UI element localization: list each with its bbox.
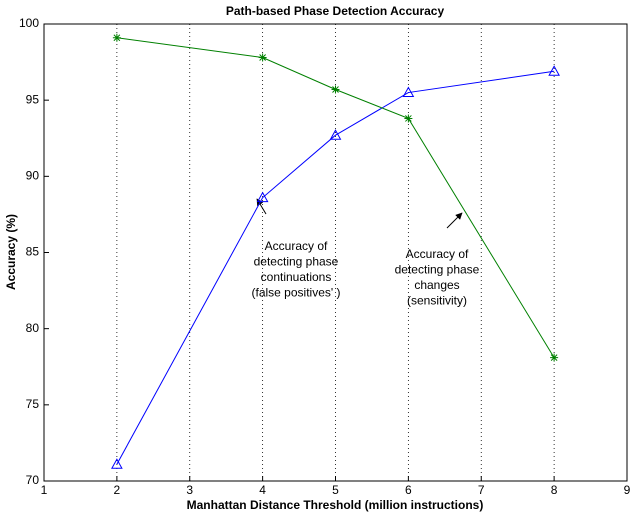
y-tick-label: 70 (26, 473, 40, 487)
x-tick-label: 7 (478, 483, 485, 497)
x-tick-label: 2 (114, 483, 121, 497)
annotation-arrow (446, 212, 463, 229)
point (331, 85, 340, 94)
point (404, 114, 413, 123)
x-tick-label: 6 (405, 483, 412, 497)
y-tick-label: 75 (26, 397, 40, 411)
x-tick-label: 8 (551, 483, 558, 497)
x-tick-label: 4 (259, 483, 266, 497)
x-tick-label: 1 (41, 483, 48, 497)
annotation: Accuracy of (265, 239, 328, 253)
annotation: detecting phase (254, 255, 339, 269)
point (258, 53, 267, 62)
chart-title: Path-based Phase Detection Accuracy (226, 4, 445, 18)
x-axis-label: Manhattan Distance Threshold (million in… (187, 498, 484, 512)
annotation: changes (414, 278, 459, 292)
x-tick-label: 9 (624, 483, 631, 497)
point (548, 65, 560, 76)
annotation: (sensitivity) (407, 294, 467, 308)
y-tick-label: 85 (26, 245, 40, 259)
annotation: continuations (261, 270, 332, 284)
y-tick-label: 80 (26, 321, 40, 335)
x-tick-label: 3 (186, 483, 193, 497)
point (112, 33, 121, 42)
point (111, 458, 123, 469)
annotation: (false positives' ) (252, 286, 341, 300)
annotation: Accuracy of (406, 247, 469, 261)
point (550, 353, 559, 362)
y-axis-label: Accuracy (%) (4, 214, 18, 290)
point (329, 129, 342, 140)
annotation: detecting phase (395, 263, 480, 277)
point (402, 86, 415, 98)
point (256, 191, 269, 203)
y-tick-label: 100 (19, 16, 39, 30)
series-line (116, 70, 555, 465)
y-tick-label: 95 (26, 92, 40, 106)
x-tick-label: 5 (332, 483, 339, 497)
y-tick-label: 90 (26, 169, 40, 183)
